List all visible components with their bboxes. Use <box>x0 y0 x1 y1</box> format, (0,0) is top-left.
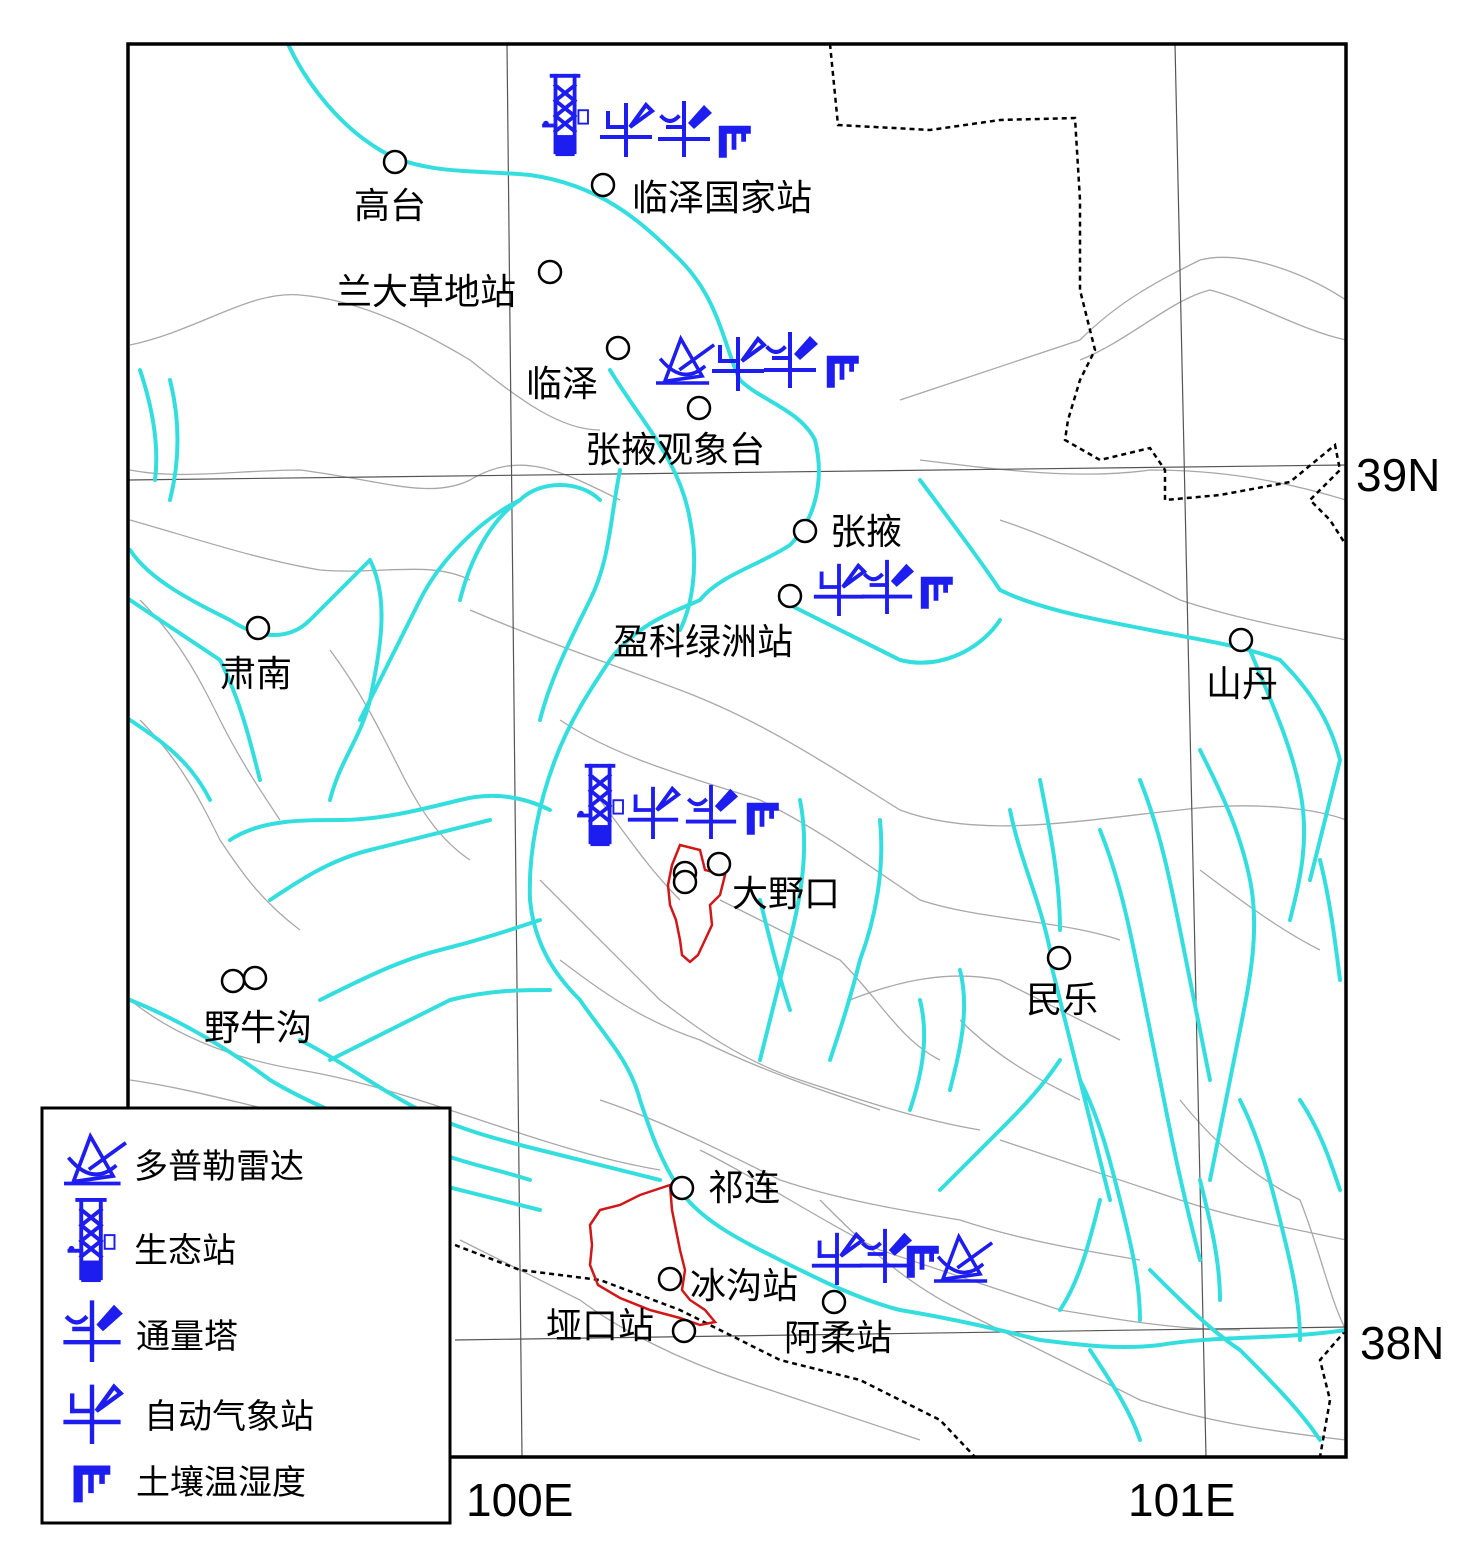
station-marker-yingke <box>777 583 803 609</box>
legend-label-eco: 生态站 <box>134 1231 236 1271</box>
station-marker-linze-national <box>590 172 616 198</box>
lat-label-38n: 38N <box>1360 1317 1444 1369</box>
label-landa-grass: 兰大草地站 <box>336 272 516 313</box>
map-frame <box>126 42 1348 1459</box>
label-minle: 民乐 <box>1026 980 1098 1021</box>
lon-label-100e: 100E <box>466 1474 573 1526</box>
province-border-se <box>1318 1329 1346 1457</box>
station-marker-zhangye <box>792 518 818 544</box>
label-arou: 阿柔站 <box>784 1318 892 1359</box>
lat-label-39n: 39N <box>1356 449 1440 501</box>
station-marker-minle <box>1046 945 1072 971</box>
label-qilian: 祁连 <box>708 1168 780 1209</box>
station-marker-qilian <box>669 1175 695 1201</box>
label-dayekou: 大野口 <box>732 874 840 915</box>
label-yakou: 垭口站 <box>546 1306 654 1347</box>
legend: 多普勒雷达 生态站 通量塔 自动气象站 土壤温湿度 <box>40 1106 452 1525</box>
station-labels: 高台 临泽国家站 兰大草地站 临泽 张掖观象台 张掖 盈科绿洲站 山丹 肃南 大… <box>204 178 1278 1359</box>
station-marker-dayekou-1 <box>706 851 732 877</box>
station-marker-landa-grass <box>537 259 563 285</box>
coordinate-labels: 100E 101E 39N 38N <box>466 449 1444 1526</box>
qilian-basin <box>588 1183 718 1327</box>
label-gaotai: 高台 <box>354 186 426 227</box>
legend-label-soil: 土壤温湿度 <box>136 1463 306 1503</box>
label-zhangye: 张掖 <box>830 512 902 553</box>
label-binggou: 冰沟站 <box>690 1266 798 1307</box>
label-linze-national: 临泽国家站 <box>632 178 812 219</box>
station-marker-shandan <box>1228 627 1254 653</box>
label-shandan: 山丹 <box>1206 664 1278 705</box>
label-sunan: 肃南 <box>220 654 292 695</box>
station-marker-dayekou-3 <box>672 869 698 895</box>
legend-label-aws: 自动气象站 <box>144 1397 314 1437</box>
graticule <box>128 44 1346 1457</box>
station-marker-binggou <box>657 1266 683 1292</box>
province-border <box>828 44 1346 546</box>
rivers <box>128 44 1346 1442</box>
label-yingke: 盈科绿洲站 <box>613 622 793 663</box>
station-markers <box>220 149 1254 1344</box>
lon-label-101e: 101E <box>1128 1474 1235 1526</box>
station-marker-gaotai <box>382 149 408 175</box>
station-marker-sunan <box>245 615 271 641</box>
station-marker-yakou <box>671 1318 697 1344</box>
station-marker-yeniugou-2 <box>242 965 268 991</box>
label-yeniugou: 野牛沟 <box>204 1008 312 1049</box>
station-marker-zhangye-obs <box>686 395 712 421</box>
label-linze: 临泽 <box>526 364 598 405</box>
legend-label-flux: 通量塔 <box>136 1317 238 1357</box>
legend-label-radar: 多普勒雷达 <box>134 1147 304 1187</box>
station-marker-linze <box>605 335 631 361</box>
station-marker-yeniugou-1 <box>220 968 246 994</box>
province-border-south <box>454 1243 976 1457</box>
station-marker-arou <box>821 1289 847 1315</box>
label-zhangye-obs: 张掖观象台 <box>585 430 765 471</box>
